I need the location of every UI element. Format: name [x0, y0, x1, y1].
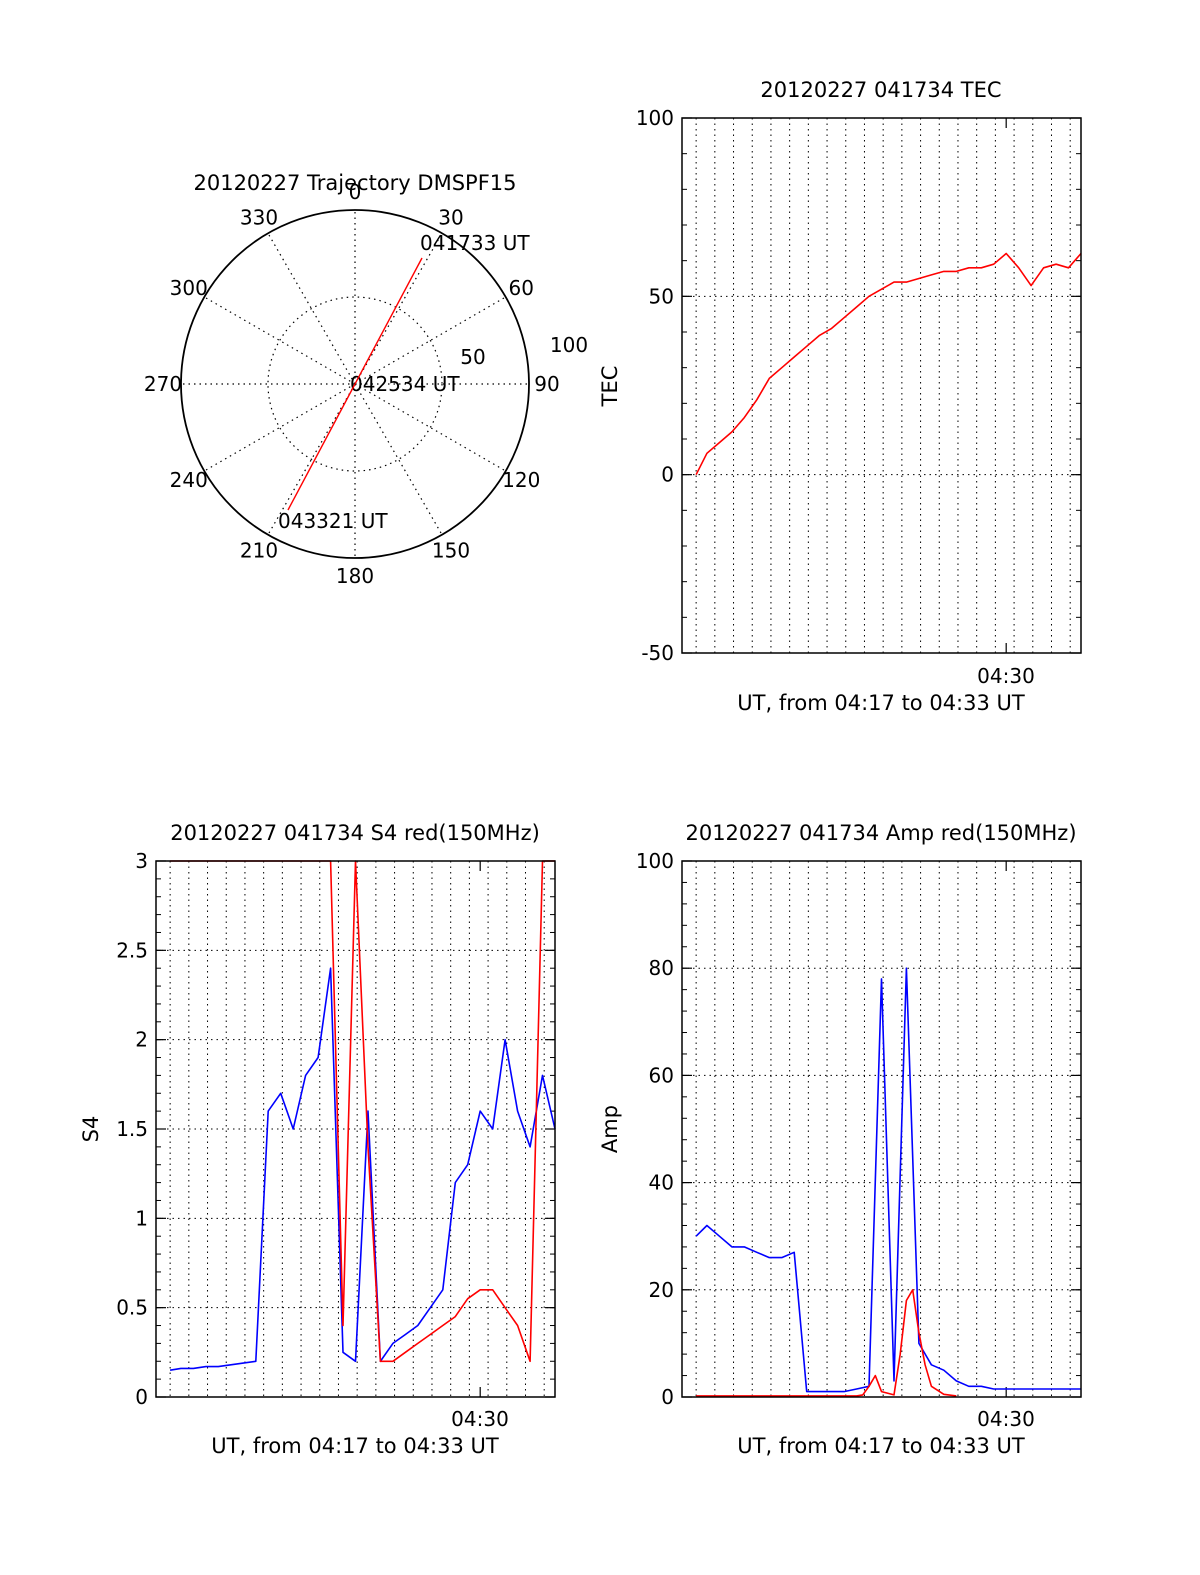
polar-azimuth-label: 270 [144, 372, 182, 396]
polar-azimuth-label: 240 [170, 468, 208, 492]
amp-y-axis-label: Amp [598, 1105, 622, 1153]
trajectory-title: 20120227 Trajectory DMSPF15 [193, 171, 516, 195]
tec-line-plot: 20120227 041734 TEC UT, from 04:17 to 04… [598, 78, 1082, 715]
trajectory-annotation-start: 041733 UT [420, 231, 530, 255]
s4-line-plot: 20120227 041734 S4 red(150MHz) UT, from … [79, 821, 556, 1458]
series-blue-line [169, 967, 556, 1371]
y-tick-label: 60 [649, 1063, 674, 1087]
amp-x-tick-label: 04:30 [977, 1407, 1035, 1431]
y-tick-label: 1.5 [116, 1117, 148, 1141]
amp-x-axis-label: UT, from 04:17 to 04:33 UT [737, 1434, 1025, 1458]
series-red-line [696, 1289, 957, 1397]
polar-azimuth-label: 30 [438, 206, 463, 230]
y-tick-label: 50 [649, 284, 674, 308]
series-red-line [695, 252, 1082, 476]
polar-spoke [354, 296, 506, 385]
s4-x-tick-label: 04:30 [451, 1407, 509, 1431]
tec-x-tick-label: 04:30 [977, 664, 1035, 688]
polar-azimuth-label: 210 [240, 538, 278, 562]
y-tick-label: 2 [135, 1028, 148, 1052]
y-tick-label: 2.5 [116, 938, 148, 962]
polar-spoke [354, 383, 506, 472]
polar-azimuth-label: 60 [509, 276, 534, 300]
trajectory-polar-plot: 20120227 Trajectory DMSPF15 041733 UT 04… [144, 171, 588, 588]
trajectory-annotation-end: 043321 UT [278, 509, 388, 533]
y-tick-label: 40 [649, 1171, 674, 1195]
polar-radial-tick: 100 [550, 333, 588, 357]
y-tick-label: 0 [135, 1385, 148, 1409]
y-tick-label: 80 [649, 956, 674, 980]
polar-spoke [267, 383, 356, 535]
polar-azimuth-label: 0 [349, 180, 362, 204]
y-tick-label: 20 [649, 1278, 674, 1302]
polar-azimuth-label: 90 [534, 372, 559, 396]
series-red-line [170, 860, 555, 1363]
polar-spoke [267, 233, 356, 385]
polar-azimuth-label: 330 [240, 206, 278, 230]
y-tick-label: 100 [636, 106, 674, 130]
tec-title: 20120227 041734 TEC [760, 78, 1001, 102]
plot-frame [681, 860, 1082, 1398]
y-tick-label: -50 [641, 641, 674, 665]
polar-spoke [354, 383, 443, 535]
y-tick-label: 3 [135, 849, 148, 873]
tec-y-axis-label: TEC [598, 366, 622, 408]
s4-y-axis-label: S4 [79, 1116, 103, 1143]
amp-title: 20120227 041734 Amp red(150MHz) [685, 821, 1076, 845]
polar-radial-tick: 50 [460, 345, 485, 369]
plot-frame [681, 117, 1082, 654]
y-tick-label: 1 [135, 1206, 148, 1230]
amp-line-plot: 20120227 041734 Amp red(150MHz) UT, from… [598, 821, 1082, 1458]
trajectory-track [287, 257, 423, 511]
s4-title: 20120227 041734 S4 red(150MHz) [170, 821, 540, 845]
polar-spoke [354, 233, 443, 385]
series-blue-line [695, 967, 1081, 1393]
plot-frame [155, 860, 556, 1398]
y-tick-label: 100 [636, 849, 674, 873]
polar-spoke [204, 383, 356, 472]
polar-spoke [204, 296, 356, 385]
polar-ring-50 [267, 296, 443, 472]
polar-azimuth-label: 300 [170, 276, 208, 300]
polar-azimuth-label: 180 [336, 564, 374, 588]
y-tick-label: 0.5 [116, 1296, 148, 1320]
polar-outer-ring [180, 209, 530, 559]
s4-x-axis-label: UT, from 04:17 to 04:33 UT [211, 1434, 499, 1458]
y-tick-label: 0 [661, 463, 674, 487]
y-tick-label: 0 [661, 1385, 674, 1409]
tec-x-axis-label: UT, from 04:17 to 04:33 UT [737, 691, 1025, 715]
polar-azimuth-label: 120 [502, 468, 540, 492]
polar-azimuth-label: 150 [432, 538, 470, 562]
